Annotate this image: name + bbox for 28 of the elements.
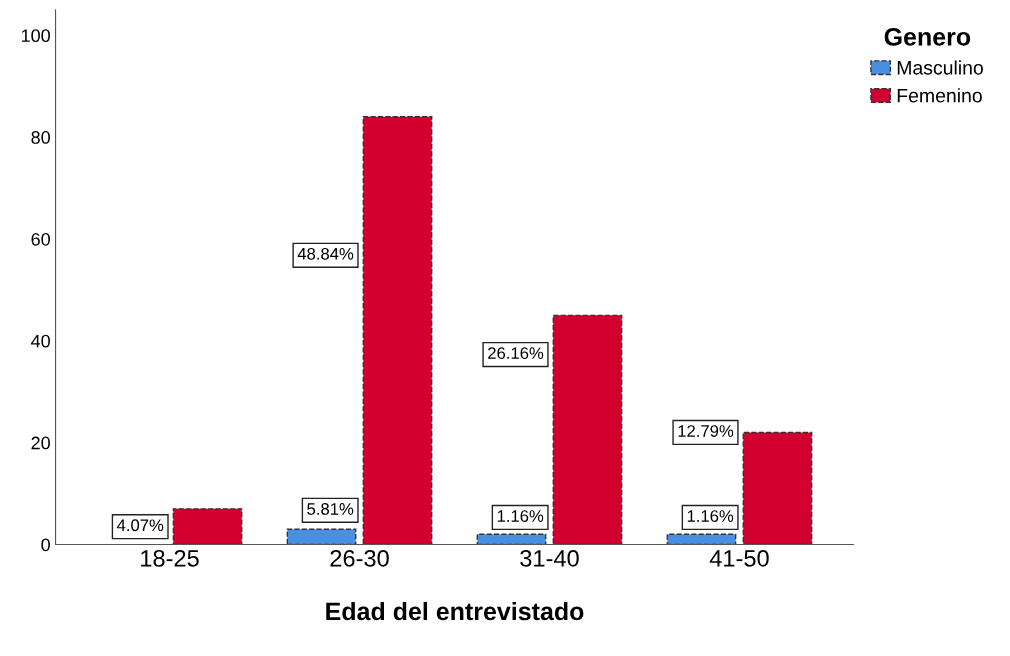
- y-tick-label: 80: [31, 131, 50, 144]
- x-tick-label: 26-30: [330, 549, 389, 567]
- bar: [742, 431, 813, 545]
- annotation: 1.16%: [497, 510, 544, 522]
- y-tick-label: 20: [31, 436, 50, 450]
- y-tick-label: 40: [31, 334, 50, 348]
- bar: [172, 508, 243, 545]
- annotation: 1.16%: [687, 510, 734, 522]
- y-tick-label: 0: [41, 538, 50, 552]
- annotation: 5.81%: [307, 503, 354, 515]
- annotation: 48.84%: [297, 247, 354, 260]
- bar: [666, 533, 737, 545]
- x-tick-label: 31-40: [520, 549, 579, 567]
- legend-title: Genero: [884, 28, 971, 46]
- annotation: 12.79%: [678, 425, 734, 437]
- bar: [362, 116, 433, 545]
- bar: [476, 533, 547, 545]
- annotation: 26.16%: [488, 347, 544, 360]
- x-tick-label: 18-25: [141, 549, 199, 567]
- bar: [552, 314, 623, 545]
- x-axis-title: Edad del entrevistado: [326, 601, 584, 621]
- y-tick-label: 100: [21, 29, 50, 43]
- bar: [286, 528, 357, 545]
- legend-label: Femenino: [897, 88, 982, 103]
- annotation: 4.07%: [116, 519, 164, 532]
- legend-label: Masculino: [897, 60, 983, 75]
- x-tick-label: 41-50: [709, 549, 769, 567]
- y-tick-label: 60: [31, 232, 50, 246]
